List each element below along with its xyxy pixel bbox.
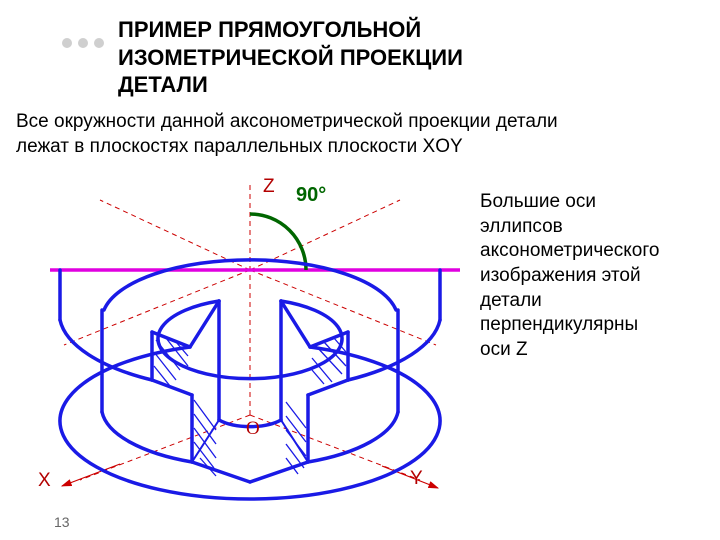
axis-label-y: Y bbox=[410, 468, 423, 490]
axis-label-o: O bbox=[246, 418, 260, 440]
side-line: изображения этой bbox=[480, 264, 710, 289]
slide-title: ПРИМЕР ПРЯМОУГОЛЬНОЙ ИЗОМЕТРИЧЕСКОЙ ПРОЕ… bbox=[118, 16, 463, 99]
body-line: Все окружности данной аксонометрической … bbox=[16, 110, 558, 135]
slide-number: 13 bbox=[54, 514, 70, 530]
dot bbox=[94, 38, 104, 48]
isometric-diagram bbox=[20, 170, 460, 510]
angle-label: 90° bbox=[296, 184, 326, 207]
side-line: аксонометрического bbox=[480, 239, 710, 264]
side-line: детали bbox=[480, 289, 710, 314]
axis-label-z: Z bbox=[263, 176, 275, 198]
slide-indicator-dots bbox=[62, 38, 104, 48]
side-line: оси Z bbox=[480, 338, 710, 363]
side-line: эллипсов bbox=[480, 215, 710, 240]
dot bbox=[78, 38, 88, 48]
side-line: Большие оси bbox=[480, 190, 710, 215]
description-text: Все окружности данной аксонометрической … bbox=[16, 110, 558, 159]
title-line: ИЗОМЕТРИЧЕСКОЙ ПРОЕКЦИИ bbox=[118, 44, 463, 72]
side-explanation: Большие оси эллипсов аксонометрического … bbox=[480, 190, 710, 363]
title-line: ПРИМЕР ПРЯМОУГОЛЬНОЙ bbox=[118, 16, 463, 44]
axis-label-x: X bbox=[38, 470, 51, 492]
body-line: лежат в плоскостях параллельных плоскост… bbox=[16, 135, 558, 160]
dot bbox=[62, 38, 72, 48]
title-line: ДЕТАЛИ bbox=[118, 71, 463, 99]
side-line: перпендикулярны bbox=[480, 313, 710, 338]
